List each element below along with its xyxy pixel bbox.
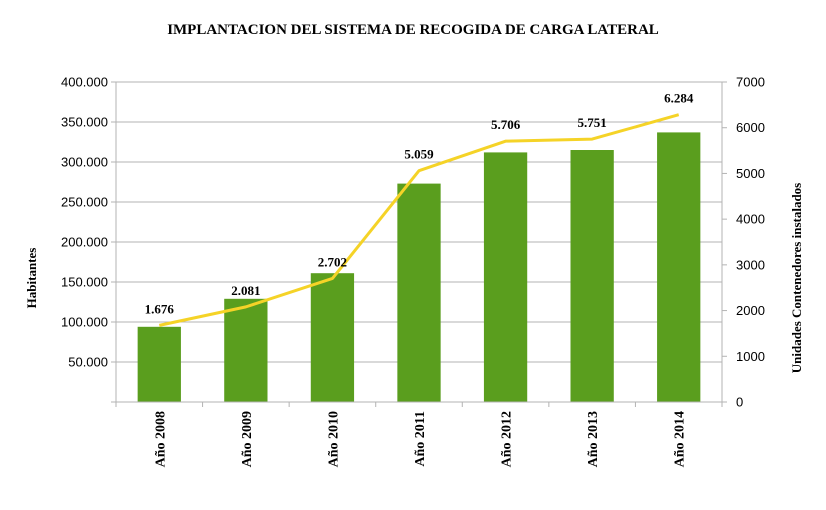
line-series — [158, 113, 680, 327]
data-label: 5.059 — [404, 147, 434, 162]
bar-series — [137, 132, 701, 402]
x-tick-label: Año 2012 — [500, 411, 515, 467]
y-tick-label: 200.000 — [61, 235, 108, 250]
y-tick-label: 300.000 — [61, 155, 108, 170]
y2-axis-label: Unidades Contenedores instalados — [789, 183, 804, 373]
tick-labels: 50.000 100.000 150.000 200.000 250.000 300.00… — [61, 75, 765, 468]
y2-tick-label: 0 — [736, 395, 743, 410]
data-label: 1.676 — [145, 301, 175, 316]
bar — [310, 273, 355, 402]
bar — [483, 152, 528, 402]
x-tick-label: Año 2008 — [153, 411, 168, 467]
bar — [657, 132, 701, 402]
y2-tick-label: 7000 — [736, 75, 765, 90]
y2-tick-label: 6000 — [736, 120, 765, 135]
y-tick-label: 350.000 — [61, 115, 108, 130]
x-tick-label: Año 2013 — [586, 411, 601, 467]
data-label: 5.706 — [491, 117, 521, 132]
y2-tick-label: 3000 — [736, 257, 765, 272]
y-tick-label: 150.000 — [61, 275, 108, 290]
x-tick-label: Año 2014 — [673, 411, 688, 467]
y2-tick-label: 5000 — [736, 166, 765, 181]
bar — [570, 150, 614, 402]
bar — [137, 326, 181, 402]
data-label: 2.702 — [318, 254, 347, 269]
bar — [224, 298, 268, 402]
y2-tick-label: 1000 — [736, 349, 765, 364]
data-label: 6.284 — [664, 91, 694, 106]
data-label: 5.751 — [578, 115, 607, 130]
y2-tick-label: 4000 — [736, 212, 765, 227]
y2-tick-label: 2000 — [736, 303, 765, 318]
data-labels: 1.676 2.081 2.702 5.059 5.706 5.751 6.284 — [145, 91, 694, 317]
x-tick-label: Año 2009 — [240, 411, 255, 467]
x-tick-label: Año 2011 — [413, 411, 428, 467]
y-tick-label: 100.000 — [61, 315, 108, 330]
series-line — [158, 113, 680, 327]
x-tick-label: Año 2010 — [326, 411, 341, 467]
y-tick-label: 400.000 — [61, 75, 108, 90]
y-tick-label: 250.000 — [61, 195, 108, 210]
y-tick-label: 50.000 — [68, 355, 108, 370]
data-label: 2.081 — [231, 283, 260, 298]
chart-title: IMPLANTACION DEL SISTEMA DE RECOGIDA DE … — [167, 22, 659, 38]
bar — [397, 183, 441, 402]
axes — [111, 81, 727, 407]
y-axis-label: Habitantes — [24, 248, 39, 309]
